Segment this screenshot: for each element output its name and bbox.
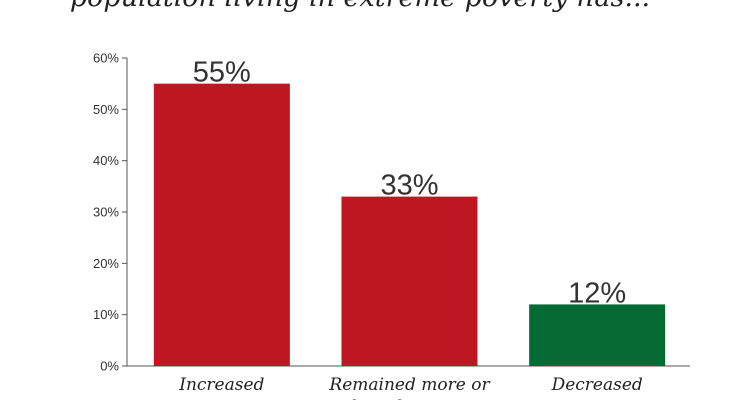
bar-decreased — [529, 304, 666, 366]
y-tick-label: 20% — [93, 256, 119, 271]
y-tick-label: 50% — [93, 102, 119, 117]
y-tick-label: 10% — [93, 307, 119, 322]
data-label: 12% — [568, 277, 626, 309]
x-axis-labels: Increased Remained more or less the same De… — [178, 375, 643, 400]
bar-remained-more-or-less-the-same — [341, 196, 478, 366]
data-label: 55% — [193, 57, 251, 89]
x-tick-label: less the same — [351, 397, 468, 400]
y-tick-label: 60% — [93, 51, 119, 66]
x-tick-label: Increased — [178, 375, 264, 395]
y-tick-label: 30% — [93, 205, 119, 220]
y-tick-label: 40% — [93, 153, 119, 168]
data-label: 33% — [380, 170, 438, 202]
x-tick-label: Decreased — [551, 375, 643, 395]
chart-title: population living in extreme poverty has… — [70, 0, 650, 13]
bars — [153, 83, 666, 367]
data-labels: 55% 33% 12% — [193, 57, 626, 310]
y-tick-label: 0% — [100, 359, 119, 374]
bar-increased — [153, 83, 290, 367]
x-tick-label: Remained more or — [328, 375, 490, 395]
